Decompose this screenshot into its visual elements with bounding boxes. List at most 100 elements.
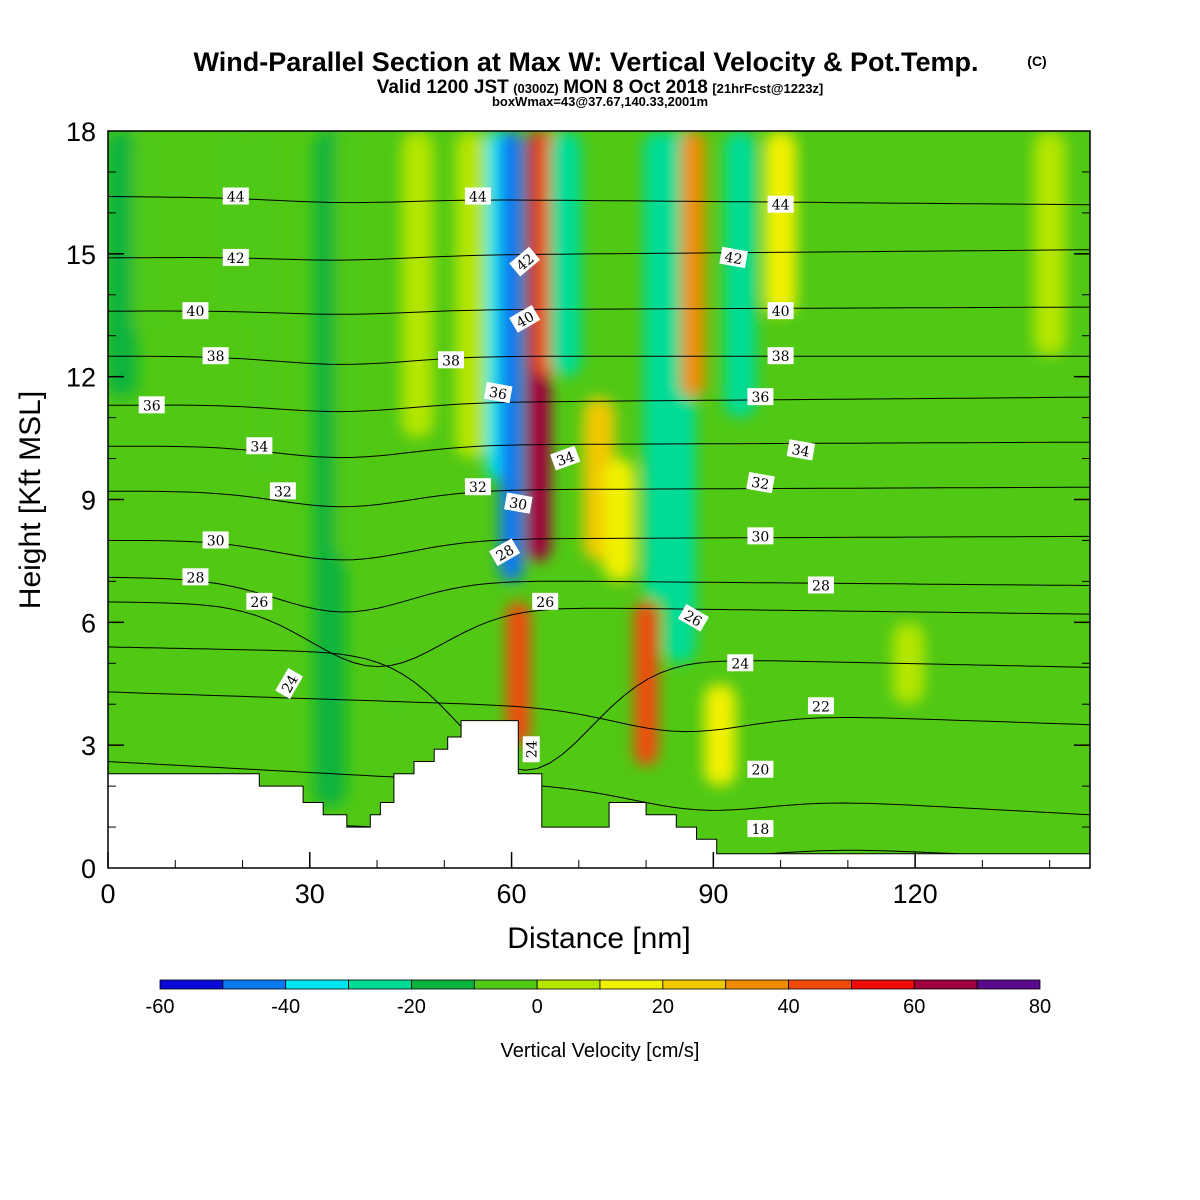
contour-label-box	[522, 736, 540, 763]
contour-label: 36	[483, 381, 513, 404]
contour-label-box	[275, 667, 304, 700]
contour-label: 22	[807, 697, 834, 715]
colorbar-swatch	[473, 979, 538, 990]
contour-label-box	[727, 654, 754, 672]
contour-label: 20	[747, 760, 774, 779]
w-feature	[724, 131, 757, 418]
contour-label-box	[807, 576, 834, 594]
contour-label: 28	[489, 538, 521, 567]
terrain-mask	[108, 720, 1090, 868]
theta-contour	[108, 396, 1090, 413]
colorbar-tick-label: 0	[532, 996, 543, 1018]
contour-label-box	[483, 381, 513, 404]
contour-label-text: 38	[772, 349, 790, 365]
contour-label-box	[550, 445, 581, 471]
contour-label-box	[767, 195, 794, 213]
contour-label: 40	[182, 302, 209, 320]
colorbar-tick-label: 60	[903, 996, 925, 1018]
contour-label-box	[747, 760, 774, 778]
contour-label-box	[222, 187, 249, 205]
contour-label-text: 32	[274, 484, 292, 500]
contour-label-text: 24	[731, 656, 749, 672]
contour-label-box	[182, 568, 209, 586]
contour-label-text: 34	[250, 439, 268, 455]
colorbar-swatch	[976, 979, 1041, 990]
colorbar-swatch	[159, 979, 224, 990]
contour-label: 44	[767, 195, 794, 214]
w-feature	[246, 131, 279, 480]
contour-label-text: 26	[250, 595, 268, 611]
contour-label: 32	[269, 482, 296, 500]
contour-label-box	[222, 248, 249, 266]
w-feature	[603, 458, 636, 582]
contour-label-box	[747, 527, 774, 545]
contour-label-text: 40	[772, 304, 790, 320]
y-tick-label: 15	[66, 240, 96, 270]
chart-title: Wind-Parallel Section at Max W: Vertical…	[194, 47, 979, 77]
contour-label-box	[246, 592, 273, 610]
x-tick-label: 0	[100, 879, 115, 909]
contour-label-text: 30	[752, 529, 770, 545]
x-axis-label: Distance [nm]	[507, 922, 690, 955]
x-tick-label: 120	[893, 879, 938, 909]
theta-contour	[108, 306, 1090, 315]
w-feature	[634, 601, 659, 766]
contour-label: 34	[786, 439, 816, 461]
colorbar-swatch	[348, 979, 412, 990]
contour-label-box	[746, 472, 775, 494]
contour-label: 24	[522, 736, 541, 763]
contour-label: 18	[747, 820, 774, 838]
contour-label-text: 22	[812, 699, 830, 715]
colorbar-swatch	[599, 979, 664, 990]
colorbar-swatch	[788, 979, 852, 990]
contour-label-box	[747, 388, 774, 406]
contour-label-text: 38	[207, 349, 225, 365]
contour-label: 34	[550, 445, 581, 471]
contour-label-text: 26	[536, 595, 554, 611]
theta-contour	[108, 249, 1090, 261]
vertical-velocity-field	[108, 131, 1066, 807]
contour-label: 40	[509, 305, 541, 333]
colorbar-tick-label: 40	[777, 996, 799, 1018]
theta-contour	[108, 691, 1090, 733]
contour-label: 32	[746, 472, 775, 494]
contour-label-box	[202, 531, 229, 549]
colorbar-tick-label: -20	[397, 996, 426, 1018]
contour-label: 26	[677, 603, 709, 632]
contour-label-box	[438, 351, 465, 369]
theta-contour	[108, 535, 1090, 561]
y-tick-label: 3	[81, 731, 96, 761]
contour-label: 36	[138, 396, 165, 414]
contour-label: 26	[246, 592, 273, 611]
contour-label-text: 36	[752, 390, 770, 406]
w-feature	[681, 131, 706, 398]
contour-label-text: 36	[488, 385, 508, 404]
colorbar-label: Vertical Velocity [cm/s]	[501, 1040, 700, 1062]
theta-contour	[108, 355, 1090, 365]
contour-label-box	[767, 302, 794, 320]
contour-label-text: 28	[494, 542, 517, 565]
contour-label-text: 28	[812, 578, 830, 594]
contour-label: 42	[719, 246, 748, 268]
y-tick-label: 0	[81, 854, 96, 884]
x-tick-label: 30	[295, 879, 325, 909]
contour-label: 30	[747, 527, 774, 545]
contour-label-box	[786, 439, 816, 461]
x-axis: 0 30 60 90 120	[100, 852, 1051, 909]
contour-label-text: 44	[772, 198, 790, 214]
contour-label-box	[767, 347, 794, 365]
contour-label: 32	[464, 478, 491, 496]
contour-label-box	[269, 482, 296, 500]
contour-label: 24	[727, 654, 754, 672]
w-feature	[704, 683, 737, 787]
w-feature	[108, 131, 138, 398]
contour-label: 36	[747, 388, 774, 406]
contour-label-text: 28	[187, 570, 205, 586]
contour-label-text: 42	[227, 251, 245, 267]
contour-label-text: 40	[514, 309, 537, 332]
y-tick-label: 9	[81, 486, 96, 516]
y-tick-label: 18	[66, 117, 96, 147]
